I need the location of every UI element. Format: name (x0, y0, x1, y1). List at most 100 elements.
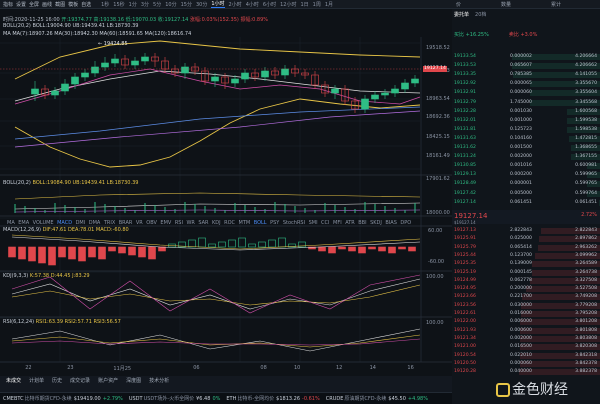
bid-row[interactable]: 19125.35 0.139009 3.264589 (452, 261, 600, 268)
ask-row[interactable]: 19131.81 0.125723 1.598538 (452, 126, 600, 133)
tool-button[interactable]: 指标 (3, 1, 14, 8)
timeframe-4[interactable]: 5分 (153, 1, 162, 8)
indicator-tab[interactable]: ROC (224, 219, 236, 226)
bid-row[interactable]: 19123.56 0.030000 3.779208 (452, 302, 600, 309)
indicator-tab[interactable]: MTM (238, 219, 251, 226)
indicator-tab[interactable]: RSI (174, 219, 183, 226)
timeframe-7[interactable]: 30分 (195, 1, 208, 8)
bid-row[interactable]: 19120.54 0.022010 3.842318 (452, 352, 600, 359)
bid-row[interactable]: 19120.50 0.000060 3.842378 (452, 360, 600, 367)
indicator-tab[interactable]: EMA (18, 219, 30, 226)
indicator-tab[interactable]: DPO (400, 219, 412, 226)
ticker-item[interactable]: CRUDE原油期货CFD-永续 $45.50 +4.98% (326, 395, 428, 402)
tool-button[interactable]: 截图 (55, 1, 66, 8)
tool-button[interactable]: 自选 (81, 1, 92, 8)
ask-row[interactable]: 19132.79 1.745000 3.345568 (452, 99, 600, 106)
indicator-tab[interactable]: VR (135, 219, 143, 226)
bid-row[interactable]: 19122.61 0.016000 3.795208 (452, 311, 600, 317)
indicator-tab[interactable]: DMI (75, 219, 86, 226)
bid-row[interactable]: 19125.19 0.000145 3.264738 (452, 269, 600, 276)
ticker-item[interactable]: ETH比特币-全网均价 $1813.26 -0.61% (226, 395, 319, 402)
timeframe-8[interactable]: 1小时 (211, 1, 225, 8)
tool-button[interactable]: 全屏 (29, 1, 40, 8)
ask-row[interactable]: 19132.92 0.000065 3.355670 (452, 81, 600, 88)
ask-row[interactable]: 19131.63 0.104160 1.472815 (452, 135, 600, 142)
timeframe-1[interactable]: 15秒 (113, 1, 125, 8)
timeframe-9[interactable]: 2小时 (228, 1, 242, 8)
ask-row[interactable]: 19133.35 0.785385 4.141055 (452, 72, 600, 79)
ask-row[interactable]: 19129.13 0.000200 0.599965 (452, 172, 600, 179)
ask-row[interactable]: 19133.54 0.000002 4.206664 (452, 54, 600, 60)
timeframe-13[interactable]: 1日 (300, 1, 309, 8)
timeframe-10[interactable]: 4小时 (245, 1, 259, 8)
timeframe-2[interactable]: 1分 (128, 1, 137, 8)
indicator-tab[interactable]: SKDJ (370, 219, 382, 226)
ask-row[interactable]: 19132.91 0.000060 3.355604 (452, 90, 600, 97)
indicator-tab[interactable]: ATR (345, 219, 355, 226)
ask-row[interactable]: 19131.24 0.002000 1.367155 (452, 154, 600, 161)
bid-row[interactable]: 19121.00 0.016500 3.820308 (452, 344, 600, 351)
indicator-tab[interactable]: OBV (146, 219, 157, 226)
bottom-tab[interactable]: 技术分析 (149, 378, 170, 384)
depth-badge[interactable]: 20档 (475, 11, 487, 18)
timeframe-11[interactable]: 6小时 (262, 1, 277, 8)
ask-row[interactable]: 19131.62 0.001500 1.368655 (452, 145, 600, 151)
bottom-tab[interactable]: 深度图 (126, 378, 142, 384)
indicator-tab[interactable]: SMI (308, 219, 318, 226)
indicator-tab[interactable]: StochRSI (282, 219, 306, 226)
bid-row[interactable]: 19122.00 0.006000 3.801208 (452, 319, 600, 326)
ask-row[interactable]: 19127.42 0.005000 0.599764 (452, 190, 600, 197)
bottom-tab[interactable]: 计划单 (29, 378, 45, 384)
indicator-tab[interactable]: EMV (160, 219, 172, 226)
indicator-tab[interactable]: PSY (270, 219, 280, 226)
bottom-tab[interactable]: 成交记录 (70, 378, 91, 384)
bid-row[interactable]: 19125.44 0.123700 3.099962 (452, 252, 600, 259)
timeframe-0[interactable]: 1秒 (101, 1, 110, 8)
ask-row[interactable]: 19128.49 0.000001 0.599765 (452, 181, 600, 188)
indicator-tab[interactable]: MFI (333, 219, 342, 226)
indicator-tab[interactable]: KDJ (212, 219, 221, 226)
candlestick-chart[interactable] (0, 9, 452, 404)
indicator-tab[interactable]: MA (7, 219, 15, 226)
bid-row[interactable]: 19121.93 0.000600 3.801808 (452, 327, 600, 334)
chart-area[interactable]: 时间:2020-11-25 16:00 开:19374.77 高:19138.1… (0, 9, 452, 404)
bottom-tab[interactable]: 历史 (52, 378, 63, 384)
timeframe-5[interactable]: 10分 (165, 1, 177, 8)
bottom-tab[interactable]: 账户资产 (98, 378, 119, 384)
ask-row[interactable]: 19127.14 0.061451 0.061451 (452, 199, 600, 206)
bid-row[interactable]: 19125.79 0.065414 2.963262 (452, 244, 600, 251)
ticker-item[interactable]: USDTUSDT场外-火币全网价 ¥6.48 0% (129, 395, 221, 402)
indicator-tab[interactable]: VOLUME (32, 219, 54, 226)
ask-row[interactable]: 19132.28 0.001030 1.600568 (452, 108, 600, 115)
ask-row[interactable]: 19132.01 0.001000 1.599538 (452, 117, 600, 124)
indicator-tab[interactable]: MACD (57, 219, 73, 226)
timeframe-15[interactable]: 1月 (324, 1, 334, 8)
timeframe-3[interactable]: 3分 (140, 1, 150, 8)
bid-row[interactable]: 19124.99 0.062778 3.327508 (452, 277, 600, 284)
indicator-tab[interactable]: TRIX (103, 219, 116, 226)
indicator-tab[interactable]: BIAS (385, 219, 397, 226)
indicator-tab[interactable]: BRAR (118, 219, 133, 226)
indicator-tab[interactable]: WR (186, 219, 195, 226)
bottom-tab[interactable]: 未成交 (6, 378, 22, 384)
bid-row[interactable]: 19127.13 2.822843 2.822843 (452, 228, 600, 234)
timeframe-12[interactable]: 12小时 (280, 1, 297, 8)
indicator-tab[interactable]: SAR (198, 219, 209, 226)
indicator-tab[interactable]: DMA (88, 219, 101, 226)
bid-row[interactable]: 19123.66 0.221700 3.749208 (452, 294, 600, 301)
indicator-tab[interactable]: BOLL (253, 219, 267, 226)
tool-button[interactable]: 设置 (16, 1, 27, 8)
ticker-item[interactable]: CMEBTC比特币期货CFD-永续 $19419.00 +2.79% (3, 395, 123, 402)
timeframe-14[interactable]: 1周 (312, 1, 321, 8)
bid-row[interactable]: 19121.34 0.002000 3.803808 (452, 335, 600, 342)
timeframe-6[interactable]: 15分 (180, 1, 192, 8)
tool-button[interactable]: 模板 (68, 1, 79, 8)
bid-row[interactable]: 19120.28 0.040000 3.882378 (452, 369, 600, 376)
ask-row[interactable]: 19130.85 0.001016 0.600981 (452, 163, 600, 170)
bid-row[interactable]: 19125.91 0.025000 2.897862 (452, 236, 600, 243)
bid-row[interactable]: 19124.95 0.200000 3.527508 (452, 286, 600, 293)
tab-orders[interactable]: 委托单 (454, 11, 470, 18)
tool-button[interactable]: 画线 (42, 1, 53, 8)
indicator-tab[interactable]: BBI (358, 219, 367, 226)
indicator-tab[interactable]: CCI (321, 219, 330, 226)
